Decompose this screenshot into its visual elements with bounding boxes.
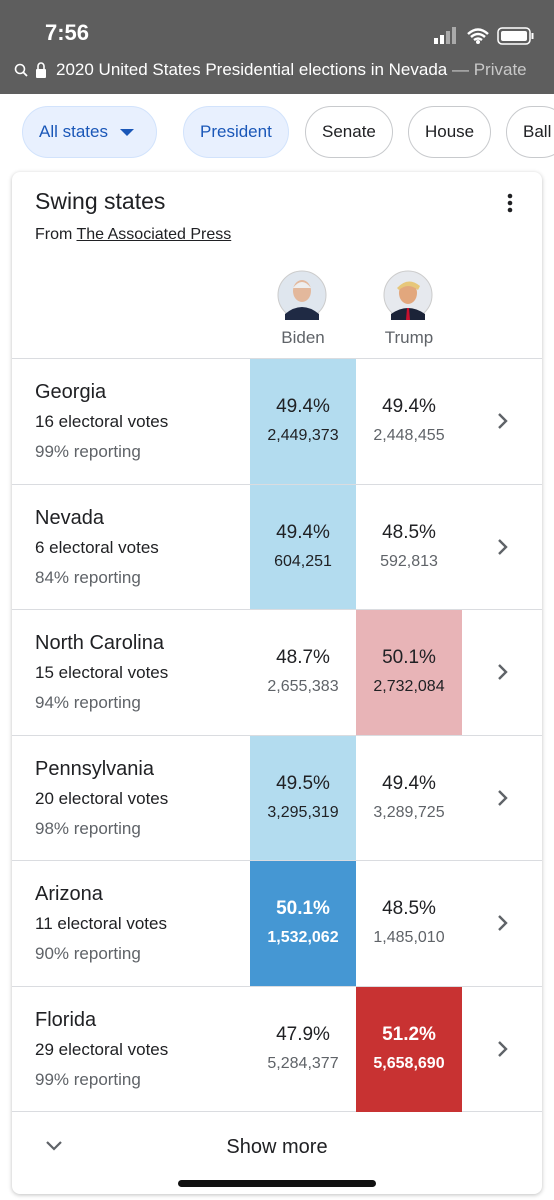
result-cell: 50.1% 2,732,084 bbox=[356, 610, 462, 735]
vote-count: 2,732,084 bbox=[373, 678, 445, 695]
candidate-name: Biden bbox=[281, 328, 325, 347]
card-title: Swing states bbox=[35, 188, 166, 214]
vote-percent: 49.4% bbox=[382, 396, 436, 417]
reporting: 99% reporting bbox=[35, 1069, 141, 1089]
reporting: 84% reporting bbox=[35, 567, 141, 587]
state-row[interactable]: 49.4% 604,251 48.5% 592,813 Nevada 6 electora… bbox=[12, 483, 542, 610]
reporting: 99% reporting bbox=[35, 442, 141, 461]
filter-chip[interactable]: Senate bbox=[305, 106, 393, 158]
lock-icons bbox=[14, 62, 46, 78]
result-cell: 48.5% 1,485,010 bbox=[356, 861, 462, 986]
chevron bbox=[498, 789, 508, 806]
vote-count: 5,658,690 bbox=[373, 1054, 445, 1072]
vote-count: 592,813 bbox=[380, 552, 438, 570]
result-cell: 51.2% 5,658,690 bbox=[356, 986, 462, 1112]
filter-chip[interactable]: President bbox=[183, 106, 289, 158]
state-name: Georgia bbox=[35, 381, 107, 403]
vote-percent: 49.4% bbox=[276, 396, 330, 417]
clock: 7:56 bbox=[45, 20, 90, 45]
vote-count: 1,485,010 bbox=[373, 929, 445, 946]
vote-percent: 49.4% bbox=[276, 521, 330, 543]
result-cell: 50.1% 1,532,062 bbox=[250, 861, 356, 986]
vote-count: 5,284,377 bbox=[267, 1054, 339, 1072]
show-more-button[interactable]: Show more bbox=[12, 1111, 542, 1194]
show-more-label: Show more bbox=[226, 1136, 328, 1158]
chevron bbox=[498, 664, 508, 680]
result-cell: 48.7% 2,655,383 bbox=[250, 610, 356, 735]
state-name: Arizona bbox=[35, 883, 103, 905]
result-cell: 49.4% 3,289,725 bbox=[356, 736, 462, 861]
state-name: North Carolina bbox=[35, 632, 164, 654]
state-row[interactable]: 47.9% 5,284,377 51.2% 5,658,690 Florida 29 el… bbox=[12, 985, 542, 1112]
private-label: — Private bbox=[451, 60, 527, 79]
filter-chip[interactable]: All states bbox=[22, 106, 157, 158]
vote-percent: 48.7% bbox=[276, 647, 330, 668]
state-name: Pennsylvania bbox=[35, 757, 154, 780]
state-name: Florida bbox=[35, 1008, 97, 1031]
state-row[interactable]: 50.1% 1,532,062 48.5% 1,485,010 Arizona 11 el… bbox=[12, 860, 542, 986]
vote-percent: 51.2% bbox=[382, 1023, 436, 1045]
home-indicator bbox=[178, 1180, 376, 1187]
url-title: 2020 United States Presidential election… bbox=[56, 60, 448, 79]
result-cell: 49.4% 2,449,373 bbox=[250, 359, 356, 484]
reporting: 90% reporting bbox=[35, 944, 141, 963]
trump-avatar bbox=[383, 270, 433, 320]
result-cell: 49.4% 604,251 bbox=[250, 484, 356, 610]
card: Swing states From The Associated Press S… bbox=[12, 172, 542, 1194]
vote-count: 2,655,383 bbox=[267, 678, 339, 695]
menu-button[interactable] bbox=[502, 192, 518, 216]
vote-percent: 49.5% bbox=[276, 772, 330, 794]
vote-percent: 49.4% bbox=[382, 772, 436, 794]
electoral-votes: 6 electoral votes bbox=[35, 537, 159, 557]
electoral-votes: 16 electoral votes bbox=[35, 412, 169, 431]
result-cell: 49.5% 3,295,319 bbox=[250, 735, 356, 861]
result-cell: 49.4% 2,448,455 bbox=[356, 359, 462, 484]
expand-icon bbox=[46, 1141, 62, 1151]
vote-count: 604,251 bbox=[274, 552, 332, 570]
chevron bbox=[498, 915, 508, 931]
filter-chip[interactable]: Ball bbox=[506, 106, 554, 158]
electoral-votes: 15 electoral votes bbox=[35, 663, 169, 682]
filter-chip[interactable]: House bbox=[408, 106, 492, 158]
result-cell: 47.9% 5,284,377 bbox=[250, 987, 356, 1112]
vote-percent: 48.5% bbox=[382, 521, 436, 543]
electoral-votes: 29 electoral votes bbox=[35, 1039, 169, 1059]
source-prefix: From bbox=[35, 226, 73, 243]
biden-avatar bbox=[277, 270, 327, 320]
chevron bbox=[498, 1040, 508, 1057]
vote-percent: 50.1% bbox=[276, 898, 330, 919]
reporting: 98% reporting bbox=[35, 818, 141, 838]
source-link[interactable]: The Associated Press bbox=[76, 226, 232, 243]
state-row[interactable]: 49.4% 2,449,373 49.4% 2,448,455 Georgia 16 el… bbox=[12, 358, 542, 484]
result-cell: 48.5% 592,813 bbox=[356, 485, 462, 610]
state-row[interactable]: 48.7% 2,655,383 50.1% 2,732,084 North Caroli… bbox=[12, 609, 542, 735]
vote-percent: 50.1% bbox=[382, 647, 436, 668]
reporting: 94% reporting bbox=[35, 693, 141, 712]
electoral-votes: 20 electoral votes bbox=[35, 788, 169, 808]
vote-percent: 47.9% bbox=[276, 1023, 330, 1045]
state-row[interactable]: 49.5% 3,295,319 49.4% 3,289,725 Pennsylvania… bbox=[12, 734, 542, 861]
vote-count: 3,295,319 bbox=[267, 803, 339, 821]
candidate-name: Trump bbox=[384, 328, 434, 347]
vote-count: 3,289,725 bbox=[373, 803, 445, 821]
state-name: Nevada bbox=[35, 506, 104, 529]
chevron bbox=[498, 538, 508, 555]
vote-count: 2,448,455 bbox=[373, 427, 445, 444]
browser-header: 7:56 2020 United States Presidential ele… bbox=[0, 0, 554, 94]
vote-count: 1,532,062 bbox=[267, 929, 339, 946]
page-title: 2020 United States Presidential election… bbox=[56, 60, 527, 80]
vote-percent: 48.5% bbox=[382, 898, 436, 919]
status-icons bbox=[434, 27, 534, 45]
vote-count: 2,449,373 bbox=[267, 427, 339, 444]
dropdown-arrow bbox=[119, 129, 134, 136]
source: From The Associated Press bbox=[35, 226, 231, 244]
electoral-votes: 11 electoral votes bbox=[35, 914, 167, 933]
chevron bbox=[498, 413, 508, 429]
